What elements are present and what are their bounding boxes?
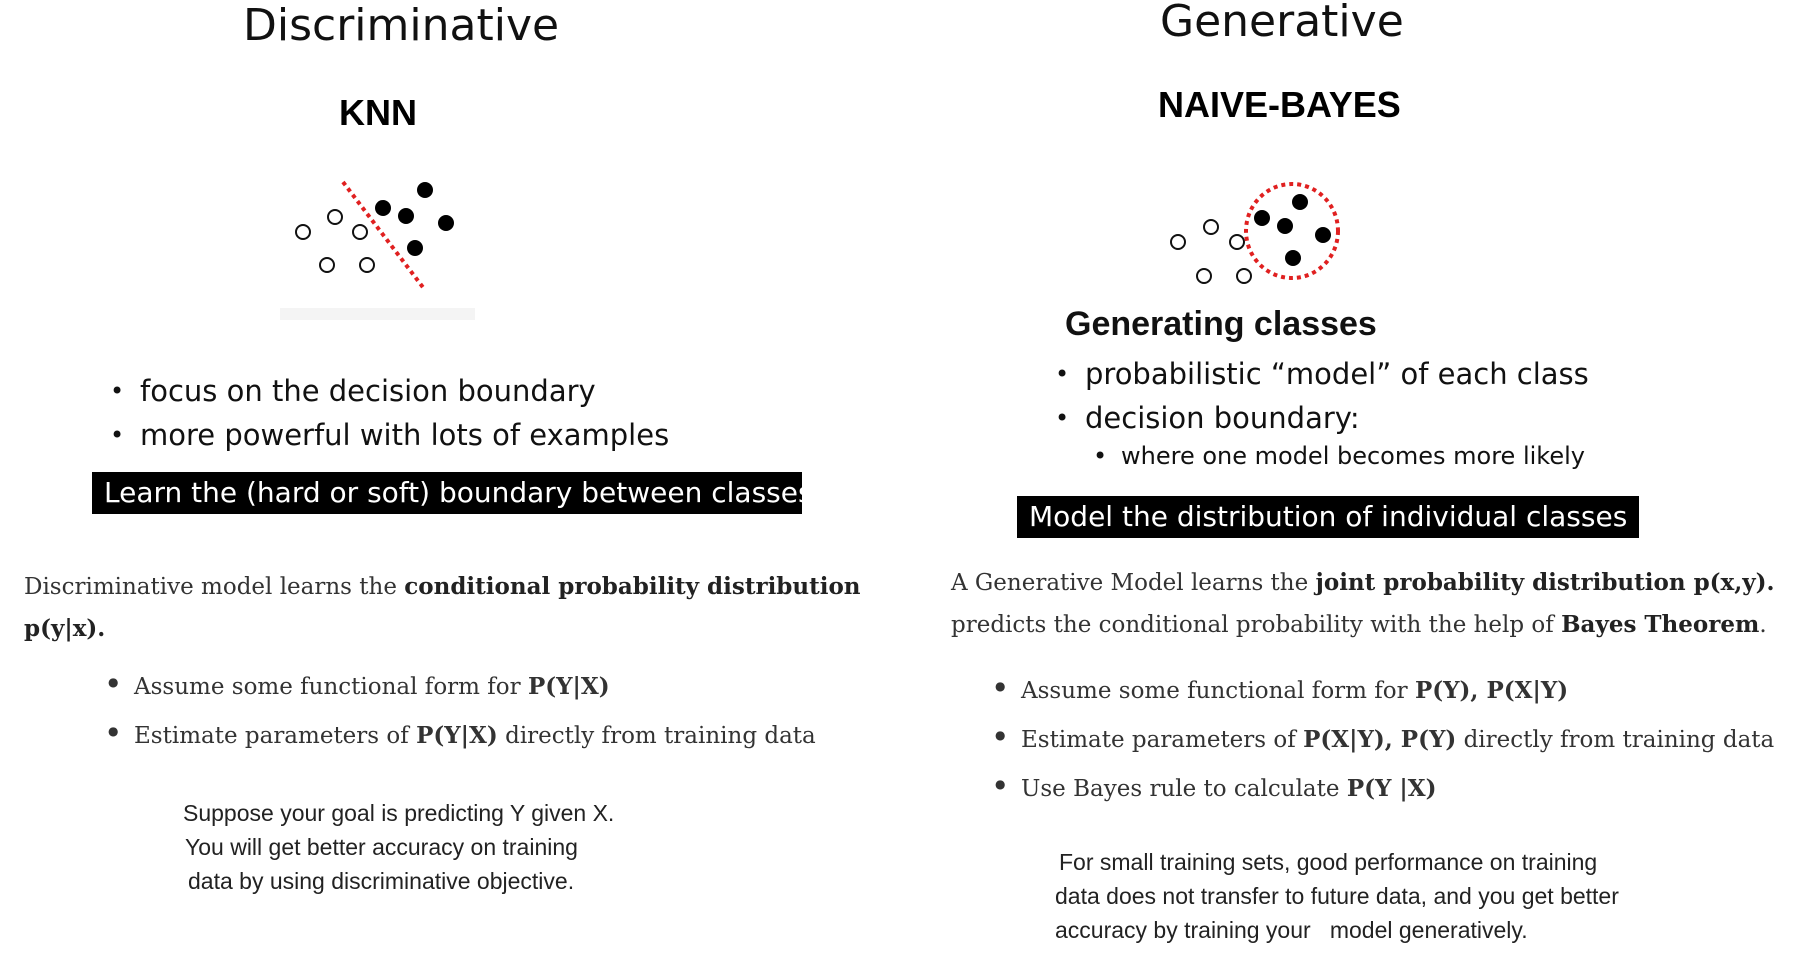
open-point	[1236, 268, 1252, 284]
left-note: Suppose your goal is predicting Y given …	[183, 800, 615, 894]
left-bullets: focus on the decision boundary more powe…	[110, 369, 669, 457]
open-point	[319, 257, 335, 273]
right-description: A Generative Model learns the joint prob…	[951, 569, 1775, 638]
open-point	[295, 224, 311, 240]
right-summary-bar: Model the distribution of individual cla…	[1017, 496, 1640, 538]
right-bullet: probabilistic “model” of each class	[1055, 352, 1589, 396]
open-point	[359, 257, 375, 273]
right-bullets: probabilistic “model” of each class deci…	[1055, 352, 1589, 440]
filled-point	[375, 200, 391, 216]
filled-point	[407, 240, 423, 256]
filled-point	[1277, 218, 1293, 234]
right-points: Assume some functional form for P(Y), P(…	[995, 677, 1774, 802]
knn-subtitle: KNN	[339, 92, 417, 133]
naive-bayes-diagram	[1170, 182, 1340, 284]
right-point: Use Bayes rule to calculate P(Y |X)	[995, 775, 1774, 802]
open-point	[1170, 234, 1186, 250]
filled-point	[417, 182, 433, 198]
left-summary-bar: Learn the (hard or soft) boundary betwee…	[92, 472, 813, 514]
right-subbullet: where one model becomes more likely	[1093, 436, 1585, 476]
left-bullet: more powerful with lots of examples	[110, 413, 669, 457]
open-point	[1229, 234, 1245, 250]
left-points: Assume some functional form for P(Y|X) E…	[108, 673, 816, 749]
right-point: Estimate parameters of P(X|Y), P(Y) dire…	[995, 726, 1774, 753]
filled-point	[1315, 227, 1331, 243]
open-point	[352, 224, 368, 240]
right-note: For small training sets, good performanc…	[1055, 849, 1619, 943]
left-point: Estimate parameters of P(Y|X) directly f…	[108, 722, 816, 749]
left-bullet: focus on the decision boundary	[110, 369, 669, 413]
filled-point	[1254, 210, 1270, 226]
naive-bayes-subtitle: NAIVE-BAYES	[1158, 84, 1401, 125]
right-point: Assume some functional form for P(Y), P(…	[995, 677, 1774, 704]
open-point	[1203, 219, 1219, 235]
left-description: Discriminative model learns the conditio…	[24, 573, 861, 642]
decision-boundary	[341, 180, 427, 292]
discriminative-title: Discriminative	[243, 0, 560, 51]
class-model-boundary	[1244, 182, 1340, 280]
filled-point	[1292, 194, 1308, 210]
knn-diagram	[280, 180, 475, 320]
filled-point	[438, 215, 454, 231]
left-point: Assume some functional form for P(Y|X)	[108, 673, 816, 700]
generating-classes-heading: Generating classes	[1065, 305, 1377, 343]
right-bullet: decision boundary:	[1055, 396, 1589, 440]
generative-title: Generative	[1160, 0, 1404, 47]
diagram-shadow	[280, 308, 475, 320]
filled-point	[398, 208, 414, 224]
open-point	[1196, 268, 1212, 284]
open-point	[327, 209, 343, 225]
right-subbullets: where one model becomes more likely	[1093, 436, 1585, 476]
filled-point	[1285, 250, 1301, 266]
